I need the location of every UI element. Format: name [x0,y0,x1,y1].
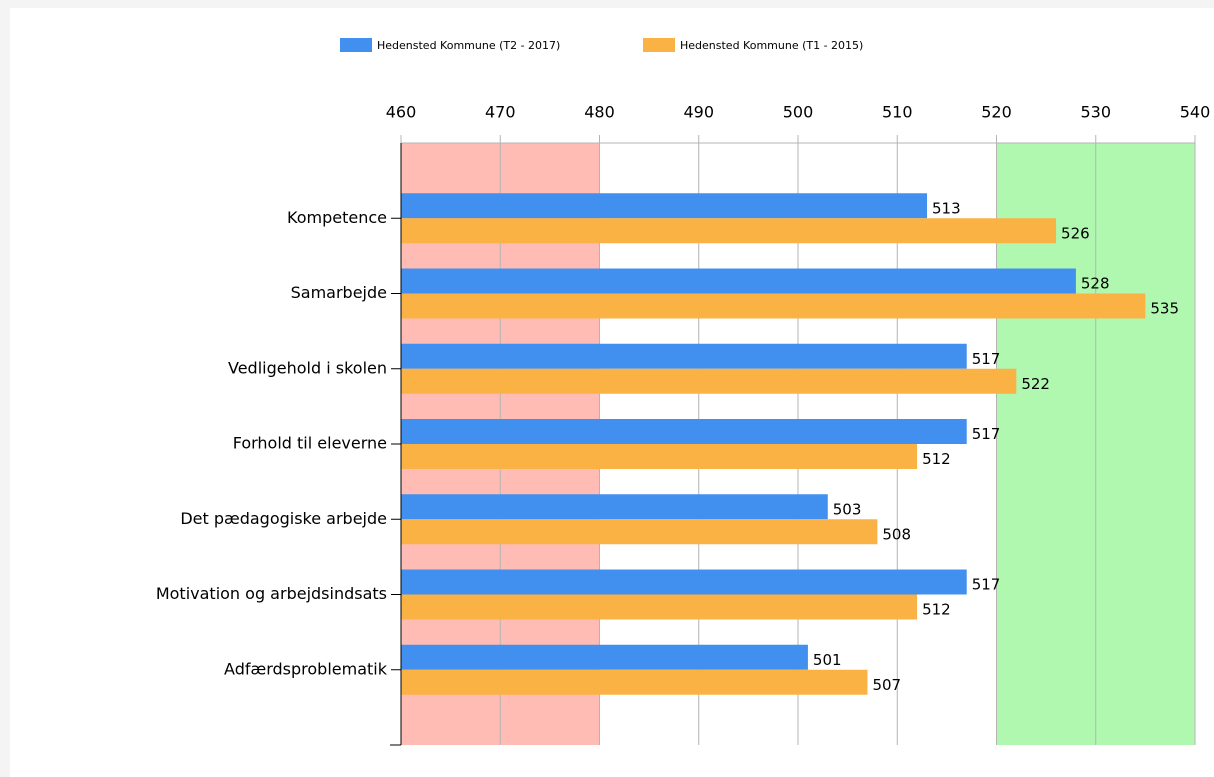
bar [401,444,918,469]
data-label: 517 [972,350,1001,368]
data-label: 526 [1061,224,1090,242]
bar [401,368,1017,394]
bar [401,494,828,520]
x-tick-label: 510 [882,103,913,122]
bar [401,193,928,219]
y-tick-label: Samarbejde [291,283,387,302]
bar [401,218,1057,244]
y-tick-label: Vedligehold i skolen [228,358,387,377]
x-tick-label: 500 [783,103,814,122]
y-tick-label: Kompetence [287,208,387,227]
bar [401,268,1076,294]
x-tick-label: 460 [386,103,417,122]
bar [401,569,967,595]
data-label: 517 [972,425,1001,443]
data-label: 512 [922,601,951,619]
data-label: 507 [872,676,901,694]
data-label: 513 [932,199,961,217]
x-tick-label: 480 [584,103,615,122]
y-tick-label: Forhold til eleverne [233,434,387,453]
bar [401,644,808,670]
data-label: 522 [1021,375,1050,393]
legend-label: Hedensted Kommune (T1 - 2015) [680,39,863,52]
x-tick-label: 490 [683,103,714,122]
data-label: 535 [1150,300,1179,318]
bar [401,293,1146,319]
legend-label: Hedensted Kommune (T2 - 2017) [377,39,560,52]
x-tick-label: 470 [485,103,516,122]
data-label: 503 [833,500,862,518]
y-tick-label: Motivation og arbejdsindsats [156,584,387,603]
y-tick-label: Adfærdsproblematik [224,659,388,678]
bar [401,594,918,620]
legend-swatch [340,38,372,52]
y-tick-label: Det pædagogiske arbejde [180,509,387,528]
bar [401,519,878,545]
x-tick-label: 530 [1080,103,1111,122]
data-label: 501 [813,651,842,669]
data-label: 508 [882,525,911,543]
bar [401,343,967,369]
x-tick-label: 540 [1180,103,1211,122]
x-tick-label: 520 [981,103,1012,122]
data-label: 512 [922,450,951,468]
legend-swatch [643,38,675,52]
data-label: 528 [1081,275,1110,293]
data-label: 517 [972,576,1001,594]
bar [401,419,967,444]
bar [401,669,868,695]
